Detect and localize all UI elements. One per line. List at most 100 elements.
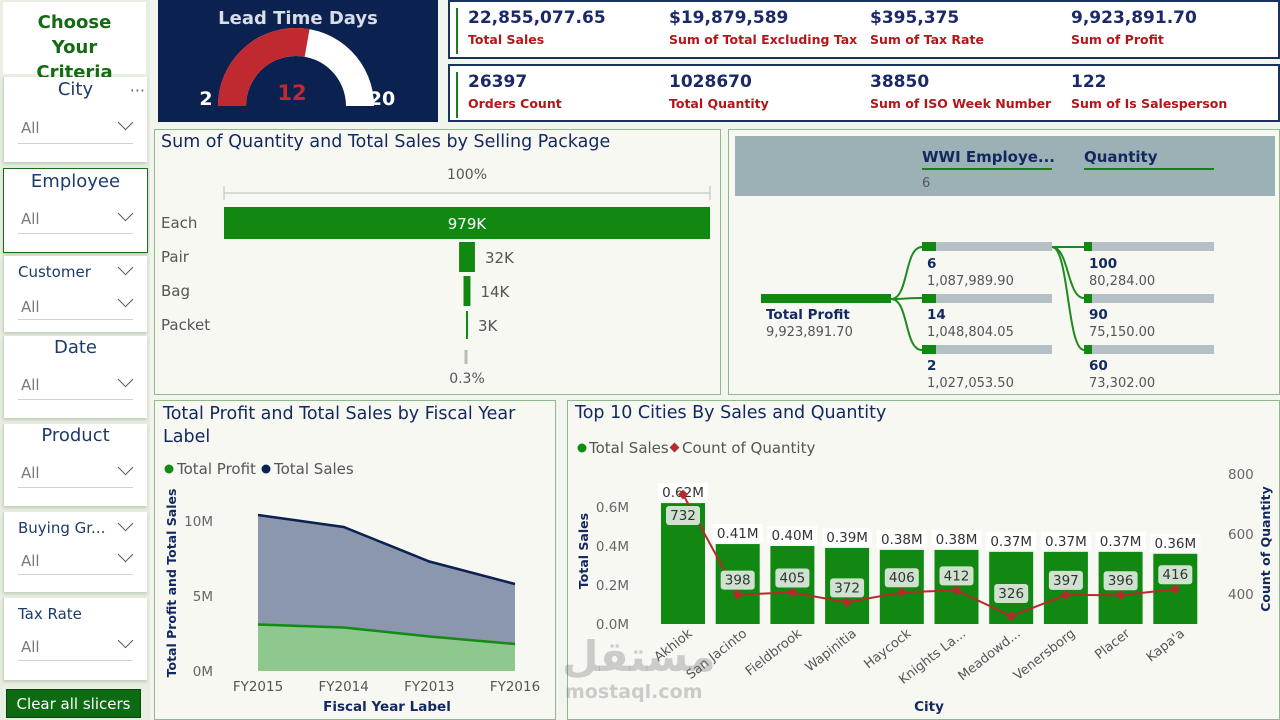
x-tick-label: FY2016 (490, 679, 540, 695)
funnel-category-label: Packet (161, 316, 210, 334)
decomp-col1-title[interactable]: WWI Employe... (922, 148, 1055, 166)
line-label-bg (939, 566, 974, 586)
decomp-node-value: 80,284.00 (1089, 274, 1155, 289)
slicer-city-title: City (57, 79, 94, 100)
fiscal-year-area-panel: Total Profit and Total Sales by Fiscal Y… (154, 400, 556, 720)
more-options-icon[interactable]: ··· (129, 81, 145, 100)
clear-all-slicers-button[interactable]: Clear all slicers (6, 689, 141, 718)
kpi-label: Total Quantity (669, 96, 769, 111)
slicer-tax-rate-value[interactable]: All (21, 638, 40, 656)
decomp-node-bar[interactable] (922, 294, 936, 303)
quantity-marker[interactable] (1006, 611, 1017, 622)
decomp-node-bar[interactable] (1084, 294, 1092, 303)
decomp-root-bar[interactable] (761, 294, 891, 303)
funnel-data-label: 32K (485, 249, 515, 267)
y-tick-label: 10M (184, 514, 213, 530)
bar-label-bg (931, 529, 982, 548)
kpi-value: $395,375 (870, 8, 960, 28)
bar-label-bg (1095, 531, 1146, 550)
kpi-value: 9,923,891.70 (1071, 8, 1197, 28)
funnel-bar[interactable] (224, 207, 710, 239)
funnel-category-label: Pair (161, 248, 190, 266)
x-tick-label: FY2013 (404, 679, 454, 695)
decomp-node-bar[interactable] (922, 345, 936, 354)
bar-data-label: 0.38M (881, 532, 923, 548)
decomp-link (890, 246, 923, 300)
chevron-down-icon[interactable] (117, 371, 134, 388)
decomp-node-value: 1,027,053.50 (927, 376, 1014, 391)
decomposition-tree-panel: WWI Employe... 6 Quantity Total Profit 9… (728, 129, 1280, 395)
quantity-marker[interactable] (896, 587, 907, 598)
funnel-title: Sum of Quantity and Total Sales by Selli… (161, 132, 611, 152)
gauge-value-label: 12 (277, 81, 306, 105)
chevron-down-icon[interactable] (117, 114, 134, 131)
slicer-tax-rate[interactable]: Tax Rate All (3, 598, 147, 680)
total-profit-line (257, 623, 516, 646)
chevron-down-icon[interactable] (117, 546, 134, 563)
decomp-node-track (1084, 294, 1214, 303)
decomp-node-value: 1,048,804.05 (927, 325, 1014, 340)
slicer-customer-value[interactable]: All (21, 298, 40, 316)
watermark-arabic: مستقل (562, 632, 716, 681)
legend-marker (577, 443, 587, 453)
slicer-date-value[interactable]: All (21, 376, 40, 394)
decomp-node-label: 6 (927, 256, 936, 272)
chevron-down-icon[interactable] (117, 291, 134, 308)
slicer-city-value[interactable]: All (21, 119, 40, 137)
quantity-marker[interactable] (951, 585, 962, 596)
divider (18, 574, 133, 575)
funnel-bar[interactable] (466, 311, 468, 339)
gauge-fill (218, 28, 310, 106)
slicer-employee-title: Employee (30, 171, 121, 192)
kpi-iso-week-number: 38850 Sum of ISO Week Number (860, 72, 1051, 118)
chevron-down-icon[interactable] (117, 459, 134, 476)
kpi-is-salesperson: 122 Sum of Is Salesperson (1061, 72, 1227, 118)
total-profit-area (258, 624, 515, 671)
x-axis-title: Fiscal Year Label (323, 699, 451, 715)
decomp-root-value: 9,923,891.70 (766, 325, 853, 340)
decomp-col2-title[interactable]: Quantity (1084, 148, 1158, 166)
x-tick-label: FY2015 (233, 679, 283, 695)
kpi-value: 22,855,077.65 (468, 8, 606, 28)
kpi-total-quantity: 1028670 Total Quantity (659, 72, 769, 118)
quantity-marker[interactable] (787, 587, 798, 598)
quantity-marker[interactable] (678, 489, 688, 500)
legend-marker (669, 442, 680, 453)
slicer-buying-group-value[interactable]: All (21, 552, 40, 570)
decomp-node-bar[interactable] (1084, 242, 1092, 251)
area-title: Total Profit and Total Sales by Fiscal Y… (163, 403, 515, 449)
bar-data-label: 0.37M (990, 534, 1032, 550)
slicer-product[interactable]: Product All (3, 424, 147, 506)
funnel-bar[interactable] (463, 276, 471, 306)
y2-axis-title: Count of Quantity (1258, 486, 1273, 612)
slicer-date[interactable]: Date All (3, 336, 147, 418)
slicer-employee-value[interactable]: All (21, 210, 40, 228)
quantity-line (682, 493, 1176, 618)
funnel-bar[interactable] (459, 242, 475, 272)
decomp-header-bar (735, 136, 1275, 196)
slicer-customer[interactable]: Customer All (3, 256, 147, 332)
slicer-city[interactable]: City ··· All (3, 77, 147, 162)
decomp-node-track (922, 242, 1052, 251)
kpi-orders-count: 26397 Orders Count (456, 72, 562, 118)
divider (18, 399, 133, 400)
decomp-node-bar[interactable] (922, 242, 936, 251)
slicer-employee[interactable]: Employee All (3, 168, 148, 253)
y2-tick-label: 600 (1228, 527, 1254, 543)
x-tick-label: FY2014 (318, 679, 368, 695)
quantity-marker[interactable] (1115, 590, 1126, 601)
sidebar-header: Choose Your Criteria (3, 2, 146, 83)
slicer-product-value[interactable]: All (21, 464, 40, 482)
decomp-node-label: 14 (927, 307, 946, 323)
kpi-label: Sum of Profit (1071, 32, 1164, 47)
chevron-down-icon[interactable] (117, 205, 134, 222)
slicer-tax-rate-title: Tax Rate (18, 605, 82, 623)
decomp-node-bar[interactable] (1084, 345, 1092, 354)
bar-data-label: 0.37M (1100, 534, 1142, 550)
kpi-row-1: 22,855,077.65 Total Sales $19,879,589 Sum … (448, 0, 1280, 59)
divider (18, 487, 133, 488)
slicer-buying-group[interactable]: Buying Gr... All (3, 512, 147, 592)
chevron-down-icon[interactable] (117, 632, 134, 649)
line-label-bg (830, 578, 865, 598)
decomp-link (890, 298, 923, 351)
